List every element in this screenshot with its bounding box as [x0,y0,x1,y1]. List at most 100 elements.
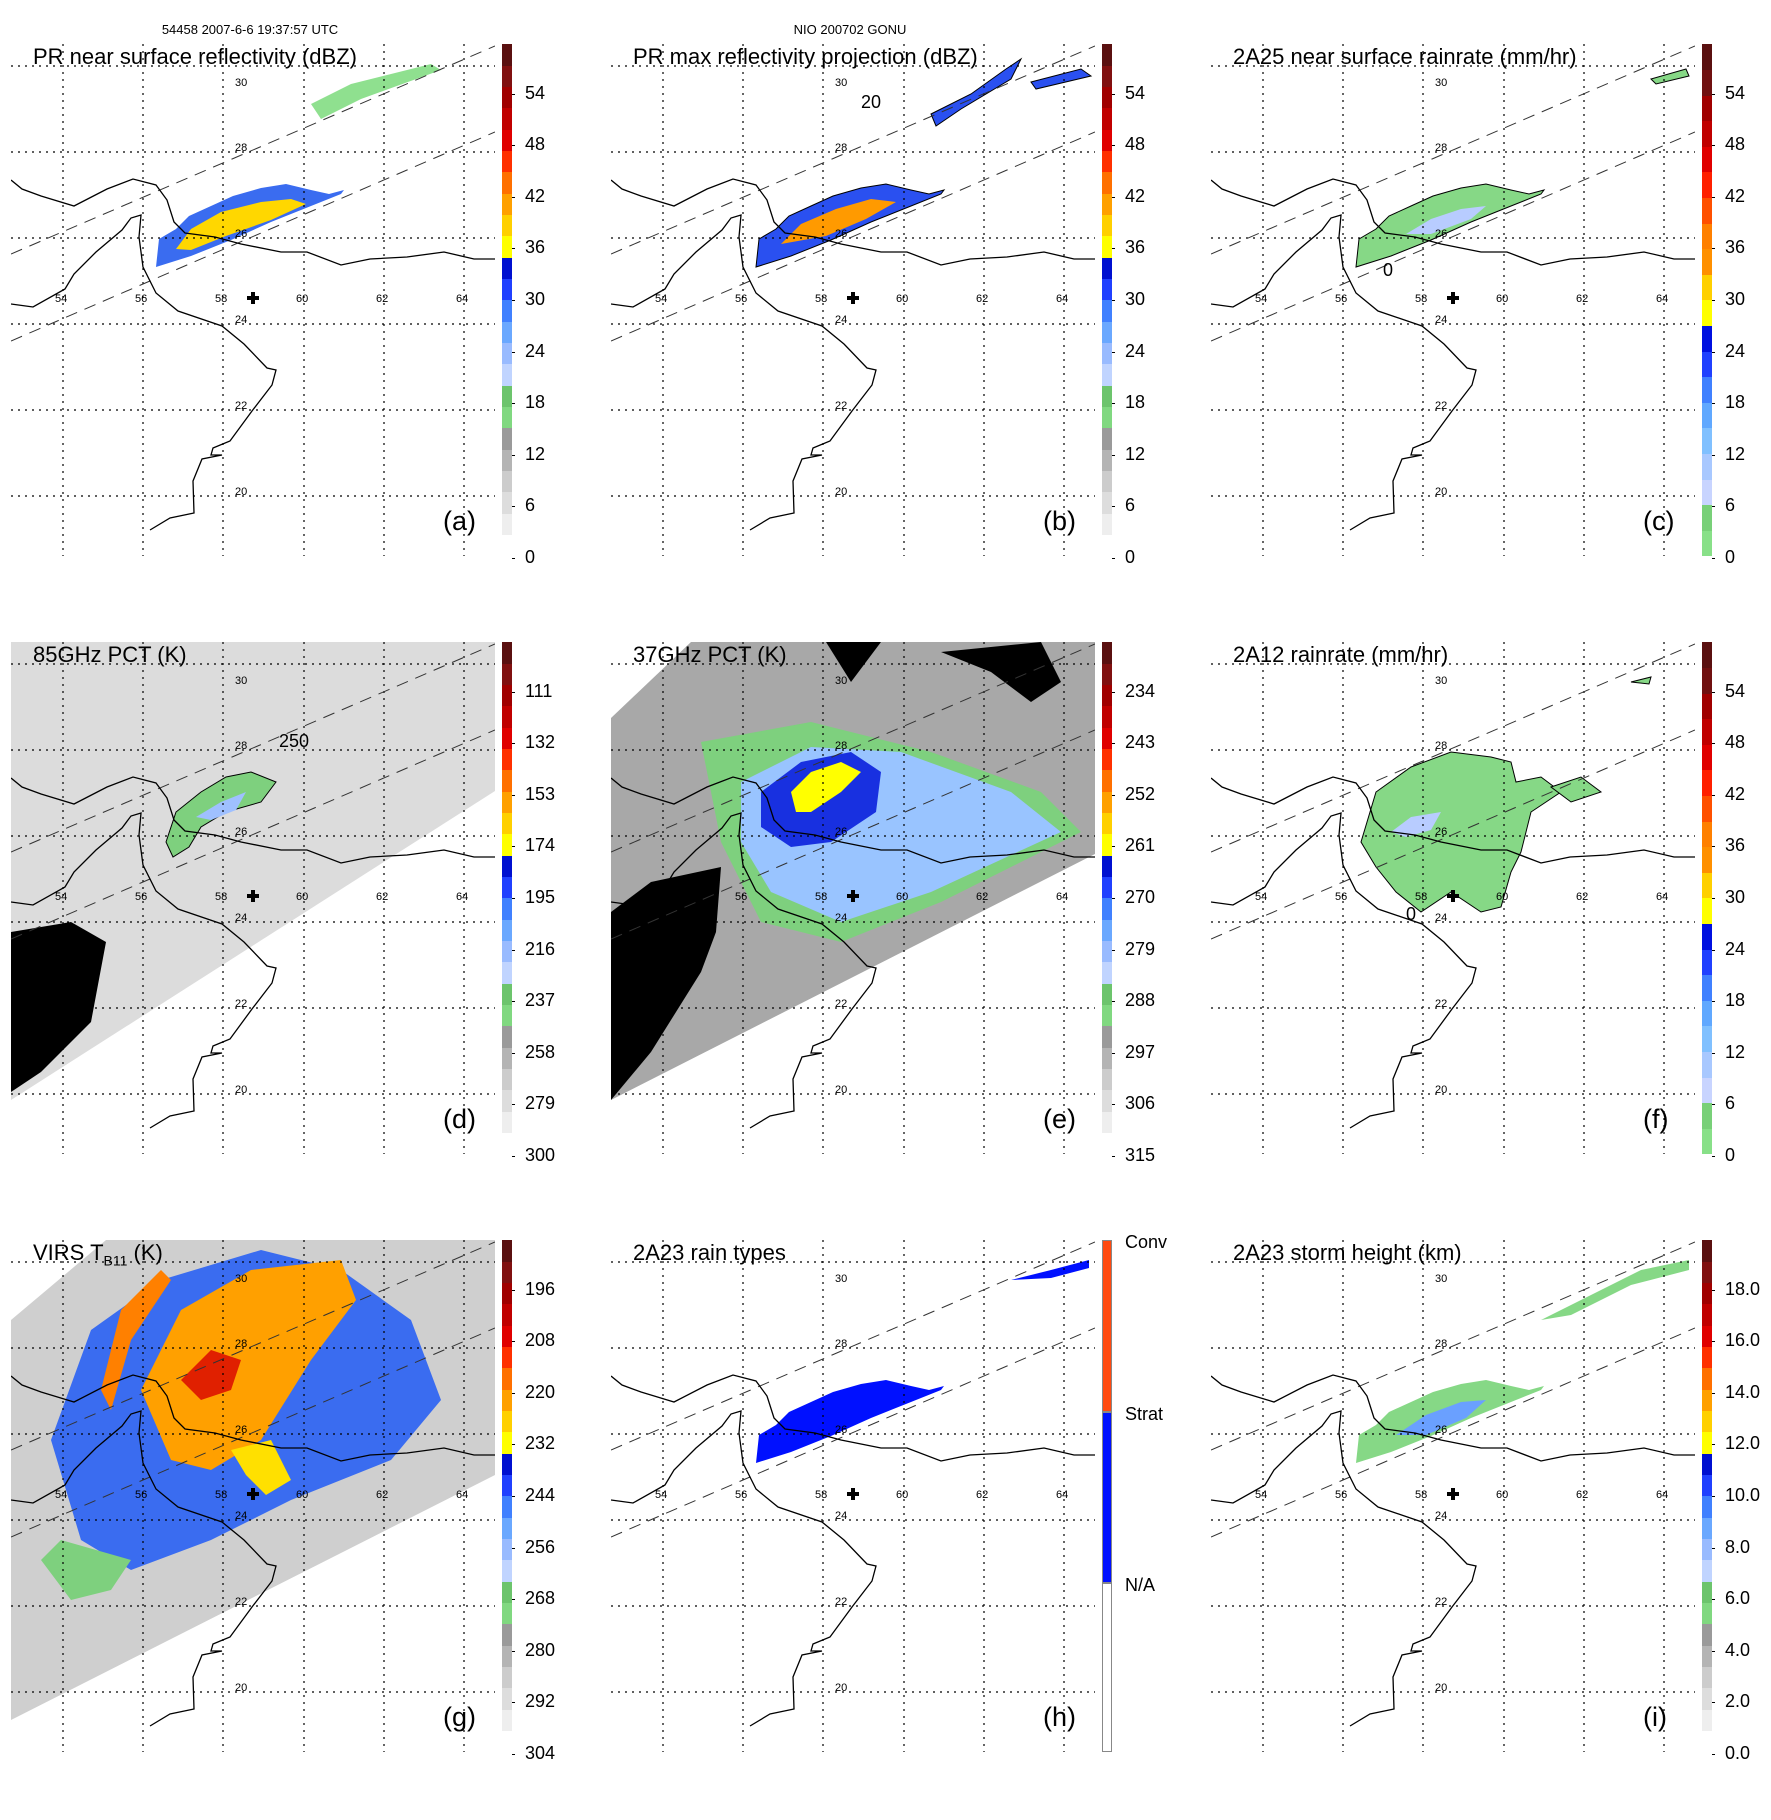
colorbar-tick [1112,1001,1115,1003]
colorbar-label: 36 [1725,835,1746,856]
colorbar-band [502,1581,512,1604]
precip-field [826,642,881,682]
colorbar-band [1102,214,1112,237]
precip-field [1030,68,1093,90]
precip-field [231,1440,291,1495]
swath-edge-upper [11,643,495,853]
map-f[interactable]: 54 56 58 60 62 64 30 28 26 24 22 20 0 [1211,642,1695,1154]
coastline-arabia [11,812,277,1129]
map-h[interactable]: 54 56 58 60 62 64 30 28 26 24 22 20 [611,1240,1095,1752]
colorbar-band [1702,1474,1712,1497]
coastline-iran [1211,178,1695,266]
colorbar-band [502,791,512,814]
latitude-label: 24 [1435,1510,1447,1522]
colorbar [502,1240,512,1753]
colorbar-label: 132 [525,732,556,753]
colorbar-band [1702,1602,1712,1625]
colorbar-band [502,983,512,1006]
colorbar-label: 237 [525,990,556,1011]
colorbar-band [502,86,512,109]
latitude-label: 22 [835,400,847,412]
longitude-label: 62 [1576,1489,1588,1501]
precip-field [11,922,106,1092]
colorbar-tick [1112,743,1115,745]
map-g[interactable]: 54 56 58 60 62 64 30 28 26 24 22 20 [11,1240,495,1752]
colorbar-label: 270 [1125,887,1156,907]
colorbar-tick [512,196,515,198]
colorbar-label: 4.0 [1725,1639,1751,1660]
title-text: 37GHz PCT (K) [633,642,787,667]
colorbar-band [1702,1346,1712,1369]
panel-title: 2A12 rainrate (mm/hr) [1233,642,1448,668]
latitude-label: 24 [235,314,247,326]
colorbar-band [502,1240,512,1262]
colorbar-tick [1712,1547,1715,1549]
colorbar-label: 0 [1725,547,1736,567]
map-canvas: 54 56 58 60 62 64 30 28 26 24 22 20 250 [11,642,495,1154]
storm-center-cross-icon [247,890,259,902]
colorbar-tick [512,1754,515,1755]
longitude-label: 58 [1415,891,1427,903]
colorbar-band [502,1517,512,1540]
orbit-info: 54458 2007-6-6 19:37:57 UTC [161,22,339,37]
colorbar-band [1102,770,1112,792]
colorbar-band [1702,821,1712,848]
coastline-iran [11,178,495,266]
swath-edge-lower [1211,131,1695,342]
colorbar-label: 268 [525,1588,556,1609]
colorbar-label: 42 [1125,185,1146,206]
colorbar [1702,642,1712,1155]
contour-label: 250 [279,731,309,751]
colorbar-tick [1712,1444,1715,1446]
longitude-label: 60 [1496,1489,1508,1501]
colorbar-label: 111 [525,680,553,701]
colorbar-band [502,1346,512,1369]
longitude-label: 58 [1415,293,1427,305]
map-i[interactable]: 54 56 58 60 62 64 30 28 26 24 22 20 [1211,1240,1695,1752]
latitude-label: 26 [835,1424,847,1436]
precip-field [311,64,441,119]
colorbar-band [1702,223,1712,250]
colorbar-tick [512,403,515,405]
colorbar-label: 252 [1125,783,1156,804]
colorbar-band [1102,1026,1112,1048]
colorbar-band [1702,1325,1712,1348]
latitude-label: 22 [235,400,247,412]
title-text: 2A23 storm height (km) [1233,1240,1462,1265]
map-a[interactable]: 54 56 58 60 62 64 30 28 26 24 22 20 [11,44,495,556]
colorbar-label: 36 [525,237,546,258]
colorbar-band [502,1111,512,1134]
colorbar-tick [512,743,515,745]
latitude-label: 22 [835,1596,847,1608]
colorbar-tick [1712,1104,1715,1106]
longitude-label: 64 [1656,293,1668,305]
latitude-label: 30 [1435,675,1447,687]
colorbar-band [1702,1389,1712,1412]
map-b[interactable]: 54 56 58 60 62 64 30 28 26 24 22 20 20 [611,44,1095,556]
colorbar-band [502,1389,512,1412]
title-text: 2A23 rain types [633,1240,786,1265]
coastline-arabia [1211,214,1477,531]
map-d[interactable]: 54 56 58 60 62 64 30 28 26 24 22 20 250 [11,642,495,1154]
colorbar-band [1102,492,1112,514]
colorbar-band [1702,949,1712,976]
colorbar-label: 258 [525,1041,556,1062]
colorbar-tick [1712,898,1715,899]
longitude-label: 56 [735,1489,747,1501]
map-e[interactable]: 54 56 58 60 62 64 30 28 26 24 22 20 [611,642,1095,1154]
longitude-label: 58 [815,891,827,903]
coastline-iran [611,178,1095,266]
swath-edge-upper [11,1241,495,1451]
panel-title: 37GHz PCT (K) [633,642,787,668]
colorbar-band [502,706,512,728]
precip-field [1549,776,1603,803]
colorbar-band [502,1410,512,1433]
colorbar-band [502,108,512,130]
latitude-label: 20 [835,1084,847,1096]
latitude-label: 26 [1435,228,1447,240]
longitude-label: 62 [1576,891,1588,903]
map-c[interactable]: 54 56 58 60 62 64 30 28 26 24 22 20 0 [1211,44,1695,556]
colorbar-label: 243 [1125,732,1156,753]
precip-field [941,642,1061,702]
colorbar-band [502,1004,512,1027]
